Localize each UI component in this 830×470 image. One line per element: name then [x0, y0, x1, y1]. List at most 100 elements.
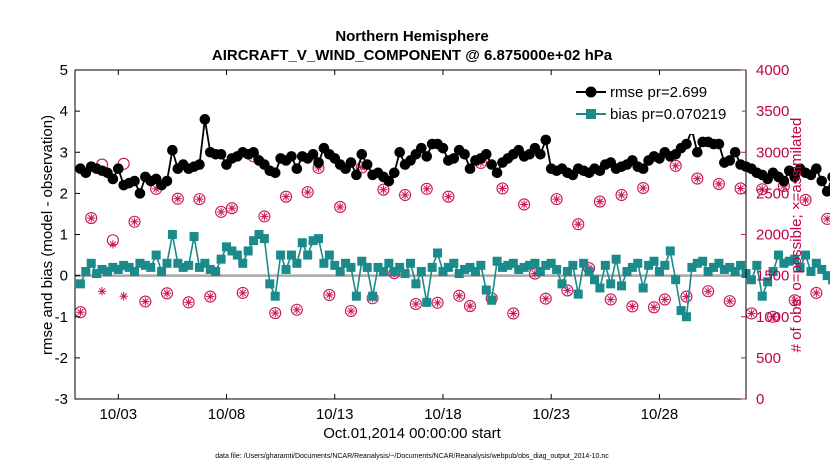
- bias-point: [357, 256, 367, 266]
- rmse-point: [129, 175, 140, 187]
- obs-possible-point: [756, 183, 769, 196]
- bias-point: [443, 262, 453, 272]
- obs-assimilated-point: [108, 240, 118, 249]
- obs-assimilated-point: [552, 194, 561, 204]
- bias-point: [124, 262, 134, 272]
- bias-point: [562, 267, 572, 277]
- bias-point: [736, 260, 746, 270]
- y-right-tick-label-6: 3000: [756, 144, 789, 161]
- obs-assimilated-point: [260, 212, 269, 221]
- obs-assimilated-point: [238, 288, 247, 298]
- obs-assimilated-point: [271, 308, 280, 318]
- bias-point: [324, 250, 334, 260]
- y-right-tick-label-8: 4000: [756, 62, 789, 79]
- rmse-point: [383, 175, 395, 187]
- bias-point: [476, 260, 486, 270]
- rmse-point: [681, 138, 692, 150]
- bias-point: [676, 306, 686, 316]
- bias-point: [297, 238, 307, 248]
- obs-assimilated-point: [162, 289, 172, 298]
- obs-possible-point: [626, 300, 639, 313]
- obs-possible-point: [171, 192, 184, 205]
- bias-point: [341, 258, 351, 268]
- bias-point: [584, 267, 594, 277]
- legend-bias-marker: [586, 109, 596, 119]
- obs-assimilated-point: [227, 203, 237, 213]
- obs-assimilated-point: [671, 161, 680, 171]
- obs-assimilated-point: [281, 192, 291, 201]
- bias-point: [259, 234, 269, 244]
- rmse-point: [491, 167, 503, 179]
- obs-assimilated-point: [444, 192, 453, 201]
- bias-point: [286, 250, 296, 260]
- bias-point: [384, 258, 394, 268]
- bias-point: [395, 262, 405, 272]
- y-tick-label-7: 4: [60, 103, 68, 120]
- obs-assimilated-point: [184, 298, 193, 307]
- bias-point: [211, 267, 221, 277]
- obs-assimilated-point: [400, 190, 410, 200]
- obs-possible-point: [409, 297, 422, 311]
- bias-point: [86, 258, 96, 268]
- obs-assimilated-point: [119, 291, 128, 301]
- obs-assimilated-point: [790, 296, 799, 305]
- obs-possible-point: [680, 290, 693, 303]
- bias-point: [692, 258, 702, 268]
- chart-subtitle: AIRCRAFT_V_WIND_COMPONENT @ 6.875000e+02…: [212, 47, 613, 64]
- bias-point: [773, 250, 783, 260]
- obs-assimilated-point: [498, 184, 507, 193]
- obs-possible-point: [128, 215, 141, 228]
- y-right-tick-label-5: 2500: [756, 185, 789, 202]
- bias-point: [416, 267, 426, 277]
- obs-assimilated-point: [411, 299, 421, 309]
- x-tick-label-0: 10/03: [100, 406, 138, 423]
- x-axis-ticks: 10/03 10/08 10/13 10/18 10/23 10/28: [100, 70, 678, 423]
- rmse-point: [307, 149, 319, 160]
- rmse-point: [269, 167, 281, 179]
- bias-point: [314, 234, 324, 244]
- obs-possible-point: [810, 286, 823, 299]
- legend: rmse pr=2.699 bias pr=0.070219: [570, 78, 742, 134]
- bias-point: [270, 291, 280, 301]
- bias-point: [546, 258, 556, 268]
- bias-point: [768, 267, 778, 277]
- y-right-tick-label-4: 2000: [756, 227, 789, 244]
- rmse-point: [486, 159, 497, 170]
- obs-possible-point: [702, 285, 715, 298]
- bias-point: [525, 260, 535, 270]
- bias-point: [238, 258, 248, 268]
- bias-point: [828, 275, 830, 285]
- rmse-point: [286, 151, 297, 162]
- obs-count-series: [74, 150, 830, 323]
- y-tick-label-4: 1: [60, 227, 68, 244]
- bias-point: [487, 295, 497, 305]
- obs-possible-point: [85, 212, 98, 225]
- bias-point: [687, 262, 697, 272]
- rmse-point: [112, 163, 124, 174]
- rmse-point: [713, 138, 725, 150]
- bias-point: [757, 291, 767, 301]
- bias-point: [351, 291, 361, 301]
- obs-possible-point: [669, 159, 682, 172]
- obs-assimilated-point: [195, 194, 204, 204]
- y-right-tick-label-0: 0: [756, 391, 764, 408]
- rmse-point: [729, 146, 741, 158]
- bias-point: [373, 262, 383, 272]
- bias-point: [173, 258, 183, 268]
- obs-assimilated-point: [822, 214, 830, 224]
- obs-possible-point: [399, 188, 412, 202]
- bias-point: [184, 260, 194, 270]
- bias-point: [497, 262, 507, 272]
- obs-possible-point: [561, 284, 574, 297]
- rmse-point: [637, 163, 649, 174]
- rmse-point: [361, 159, 373, 170]
- bias-point: [719, 264, 729, 274]
- bias-point: [579, 258, 589, 268]
- obs-possible-point: [442, 190, 455, 203]
- bias-point: [568, 260, 578, 270]
- rmse-point: [540, 134, 552, 146]
- bias-point: [113, 264, 123, 274]
- obs-assimilated-point: [660, 295, 670, 304]
- bias-point: [611, 254, 621, 264]
- bias-point: [276, 250, 286, 260]
